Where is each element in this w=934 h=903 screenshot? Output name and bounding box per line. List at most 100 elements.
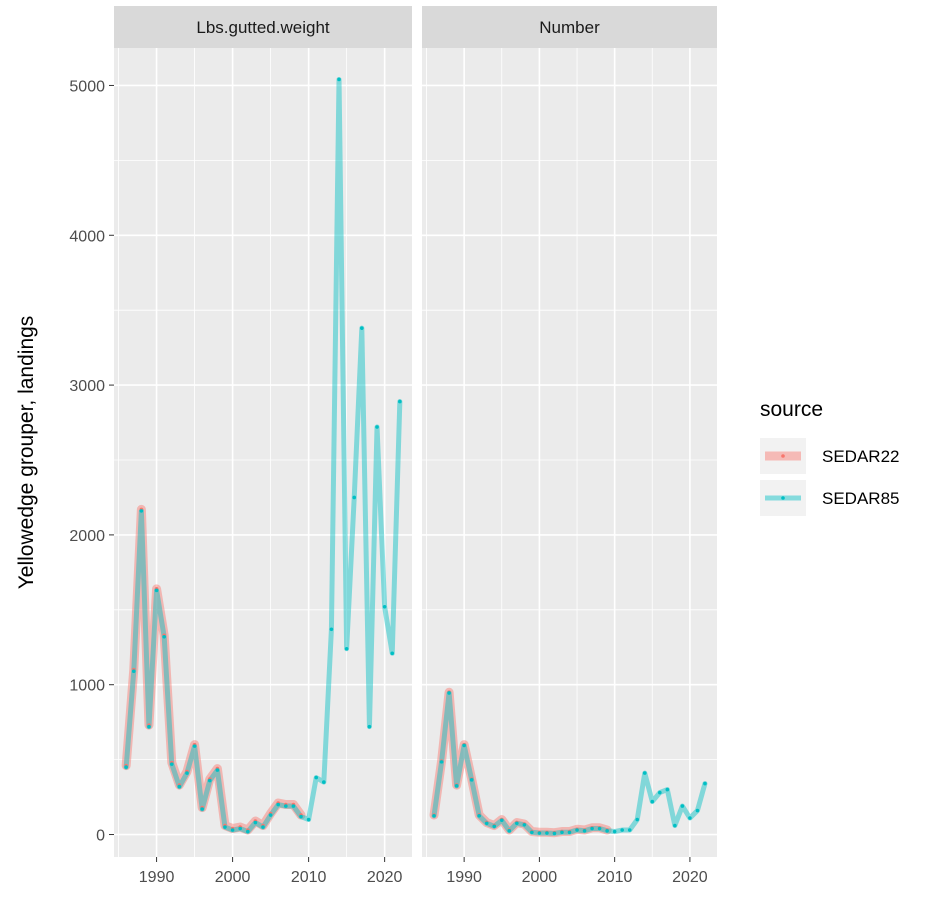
y-tick-label: 1000 [69, 678, 105, 695]
y-tick-label: 5000 [69, 78, 105, 95]
data-point-sedar85 [552, 831, 557, 836]
data-point-sedar85 [537, 831, 542, 835]
data-point-sedar85 [177, 784, 182, 789]
data-point-sedar85 [454, 784, 459, 788]
data-point-sedar85 [658, 790, 662, 795]
data-point-sedar85 [665, 787, 670, 792]
x-tick-label: 1990 [139, 869, 175, 886]
data-point-sedar85 [530, 830, 534, 835]
x-tick-label: 1990 [446, 869, 482, 886]
data-point-sedar85 [215, 768, 220, 772]
data-point-sedar85 [306, 817, 311, 822]
data-point-sedar85 [207, 778, 212, 783]
data-point-sedar85 [499, 818, 504, 823]
y-tick-label: 4000 [69, 228, 105, 245]
legend-point-sedar85 [781, 496, 785, 500]
data-point-sedar85 [245, 829, 250, 834]
data-point-sedar85 [284, 804, 288, 808]
data-point-sedar85 [627, 828, 632, 832]
data-point-sedar85 [605, 828, 609, 833]
data-point-sedar85 [597, 826, 602, 831]
data-point-sedar85 [703, 781, 707, 786]
strip-label: Lbs.gutted.weight [196, 18, 330, 37]
data-point-sedar85 [462, 743, 466, 748]
data-point-sedar85 [147, 724, 151, 729]
data-point-sedar85 [680, 804, 685, 808]
data-point-sedar85 [560, 830, 564, 835]
data-point-sedar85 [291, 804, 296, 808]
data-point-sedar85 [390, 651, 395, 656]
data-point-sedar85 [477, 814, 481, 818]
data-point-sedar85 [223, 825, 227, 829]
data-point-sedar85 [131, 669, 136, 674]
legend-title: source [760, 398, 823, 421]
data-point-sedar85 [522, 822, 527, 827]
x-tick-label: 2000 [522, 869, 558, 886]
data-point-sedar85 [447, 691, 451, 695]
data-point-sedar85 [261, 825, 265, 829]
data-point-sedar85 [169, 762, 174, 766]
data-point-sedar85 [344, 646, 349, 651]
data-point-sedar85 [635, 817, 640, 822]
data-point-sedar85 [545, 831, 549, 835]
data-point-sedar85 [375, 425, 379, 429]
data-point-sedar85 [582, 828, 587, 833]
strip-label: Number [539, 18, 600, 37]
x-tick-label: 2010 [597, 869, 633, 886]
panel-background [114, 48, 412, 857]
data-point-sedar85 [124, 765, 128, 769]
data-point-sedar85 [515, 821, 519, 826]
data-point-sedar85 [192, 744, 197, 748]
y-axis-title: Yellowedge grouper, landings [15, 316, 38, 590]
y-tick-label: 3000 [69, 378, 105, 395]
data-point-sedar85 [650, 799, 655, 804]
data-point-sedar85 [695, 808, 700, 813]
data-point-sedar85 [337, 77, 341, 82]
data-point-sedar85 [230, 828, 235, 832]
data-point-sedar85 [268, 813, 273, 817]
x-tick-label: 2000 [215, 869, 251, 886]
strip-background [114, 6, 412, 48]
data-point-sedar85 [200, 807, 204, 811]
data-point-sedar85 [620, 828, 624, 832]
data-point-sedar85 [575, 828, 579, 832]
data-point-sedar85 [432, 814, 436, 818]
data-point-sedar85 [439, 760, 444, 764]
legend: source SEDAR22 SEDAR85 [760, 398, 899, 516]
data-point-sedar85 [314, 775, 319, 780]
data-point-sedar85 [360, 326, 364, 330]
legend-label-sedar22: SEDAR22 [822, 447, 899, 466]
data-point-sedar85 [469, 778, 474, 782]
x-tick-label: 2020 [367, 869, 403, 886]
data-point-sedar85 [642, 771, 647, 775]
data-point-sedar85 [329, 627, 334, 632]
legend-point-sedar22 [781, 454, 785, 458]
data-point-sedar85 [238, 826, 242, 831]
data-point-sedar85 [612, 829, 617, 834]
data-point-sedar85 [590, 826, 594, 831]
legend-label-sedar85: SEDAR85 [822, 489, 899, 508]
data-point-sedar85 [162, 634, 166, 639]
data-point-sedar85 [507, 828, 512, 833]
data-point-sedar85 [398, 399, 402, 404]
x-tick-label: 2020 [672, 869, 708, 886]
series-line-sedar22 [121, 504, 306, 835]
panel-background [422, 48, 717, 857]
data-point-sedar85 [253, 820, 258, 825]
data-point-sedar85 [382, 605, 387, 609]
data-point-sedar85 [185, 771, 189, 775]
data-point-sedar85 [484, 821, 489, 826]
strip-background [422, 6, 717, 48]
data-point-sedar85 [352, 495, 357, 500]
data-point-sedar85 [276, 802, 281, 807]
y-tick-label: 2000 [69, 528, 105, 545]
data-point-sedar85 [567, 830, 572, 835]
data-point-sedar85 [299, 814, 303, 819]
data-point-sedar85 [367, 724, 372, 729]
data-point-sedar85 [492, 824, 497, 829]
data-point-sedar85 [673, 823, 677, 828]
y-tick-label: 0 [96, 828, 105, 845]
data-point-sedar85 [139, 509, 144, 513]
x-tick-label: 2010 [291, 869, 327, 886]
